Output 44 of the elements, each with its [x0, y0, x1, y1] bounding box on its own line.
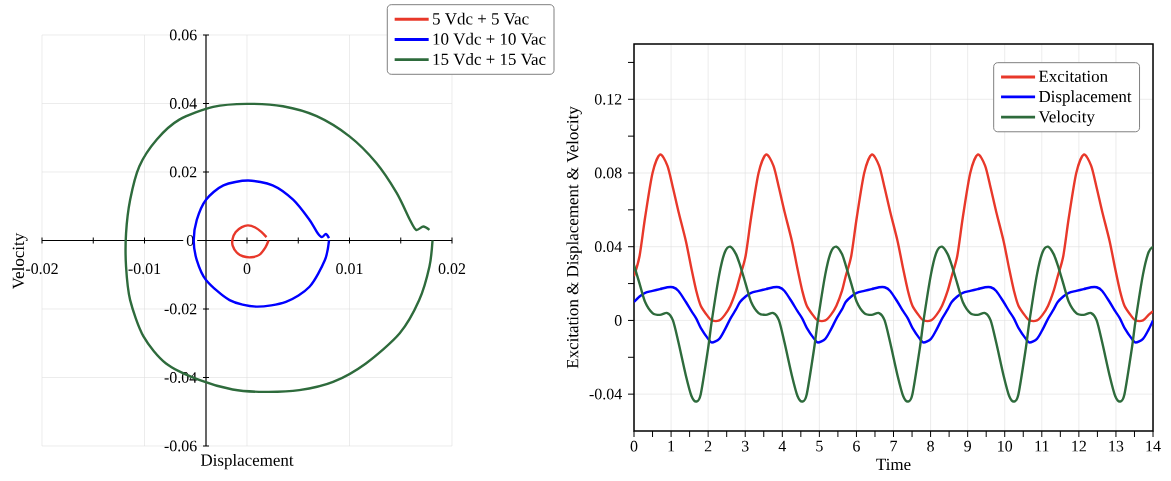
y-tick-label: 0	[614, 315, 622, 326]
x-tick-label: 13	[1109, 440, 1124, 452]
y-tick-label: 0.04	[169, 98, 197, 109]
legend-label: 5 Vdc + 5 Vac	[433, 12, 529, 25]
y-tick-label: -0.04	[589, 388, 622, 400]
legend-label: Velocity	[1038, 110, 1095, 126]
x-tick-label: -0.01	[128, 263, 161, 275]
y-axis-title: Velocity	[12, 232, 28, 290]
legend-label: Excitation	[1038, 70, 1108, 83]
x-tick-label: 0.01	[336, 263, 363, 275]
line-series	[634, 245, 1154, 403]
x-axis-title: Displacement	[200, 453, 294, 470]
x-tick-label: 8	[927, 440, 934, 452]
x-tick-label: -0.02	[25, 263, 58, 275]
x-tick-label: 6	[853, 440, 860, 452]
legend-label: 15 Vdc + 15 Vac	[433, 53, 546, 66]
x-axis-title: Time	[876, 458, 911, 471]
line-series	[634, 153, 1154, 323]
legend-label: Displacement	[1038, 90, 1132, 106]
y-tick-label: -0.02	[164, 303, 197, 315]
x-tick-label: 7	[890, 440, 898, 452]
x-tick-label: 11	[1035, 440, 1049, 452]
x-tick-label: 9	[964, 440, 971, 452]
x-tick-label: 1	[668, 440, 675, 452]
x-tick-label: 14	[1146, 440, 1161, 452]
line-series	[231, 224, 270, 259]
x-tick-label: 0.02	[438, 263, 466, 275]
y-tick-label: 0.02	[169, 166, 197, 178]
y-tick-label: 0.06	[169, 29, 197, 41]
y-tick-label: 0.04	[594, 241, 622, 253]
x-tick-label: 10	[998, 440, 1013, 452]
legend-label: 10 Vdc + 10 Vac	[433, 32, 546, 45]
y-tick-label: 0.08	[594, 167, 622, 179]
x-tick-label: 2	[704, 440, 712, 452]
y-tick-label: 0.12	[594, 93, 622, 105]
x-tick-label: 5	[816, 440, 823, 452]
x-tick-label: 3	[742, 440, 749, 452]
x-tick-label: 12	[1072, 440, 1086, 452]
y-axis-title: Excitation & Displacement & Velocity	[566, 106, 582, 369]
line-series	[634, 285, 1154, 344]
y-tick-label: -0.06	[164, 440, 197, 452]
x-tick-label: 4	[778, 440, 787, 452]
x-tick-label: 0	[630, 440, 638, 452]
x-tick-label: 0	[243, 263, 251, 275]
